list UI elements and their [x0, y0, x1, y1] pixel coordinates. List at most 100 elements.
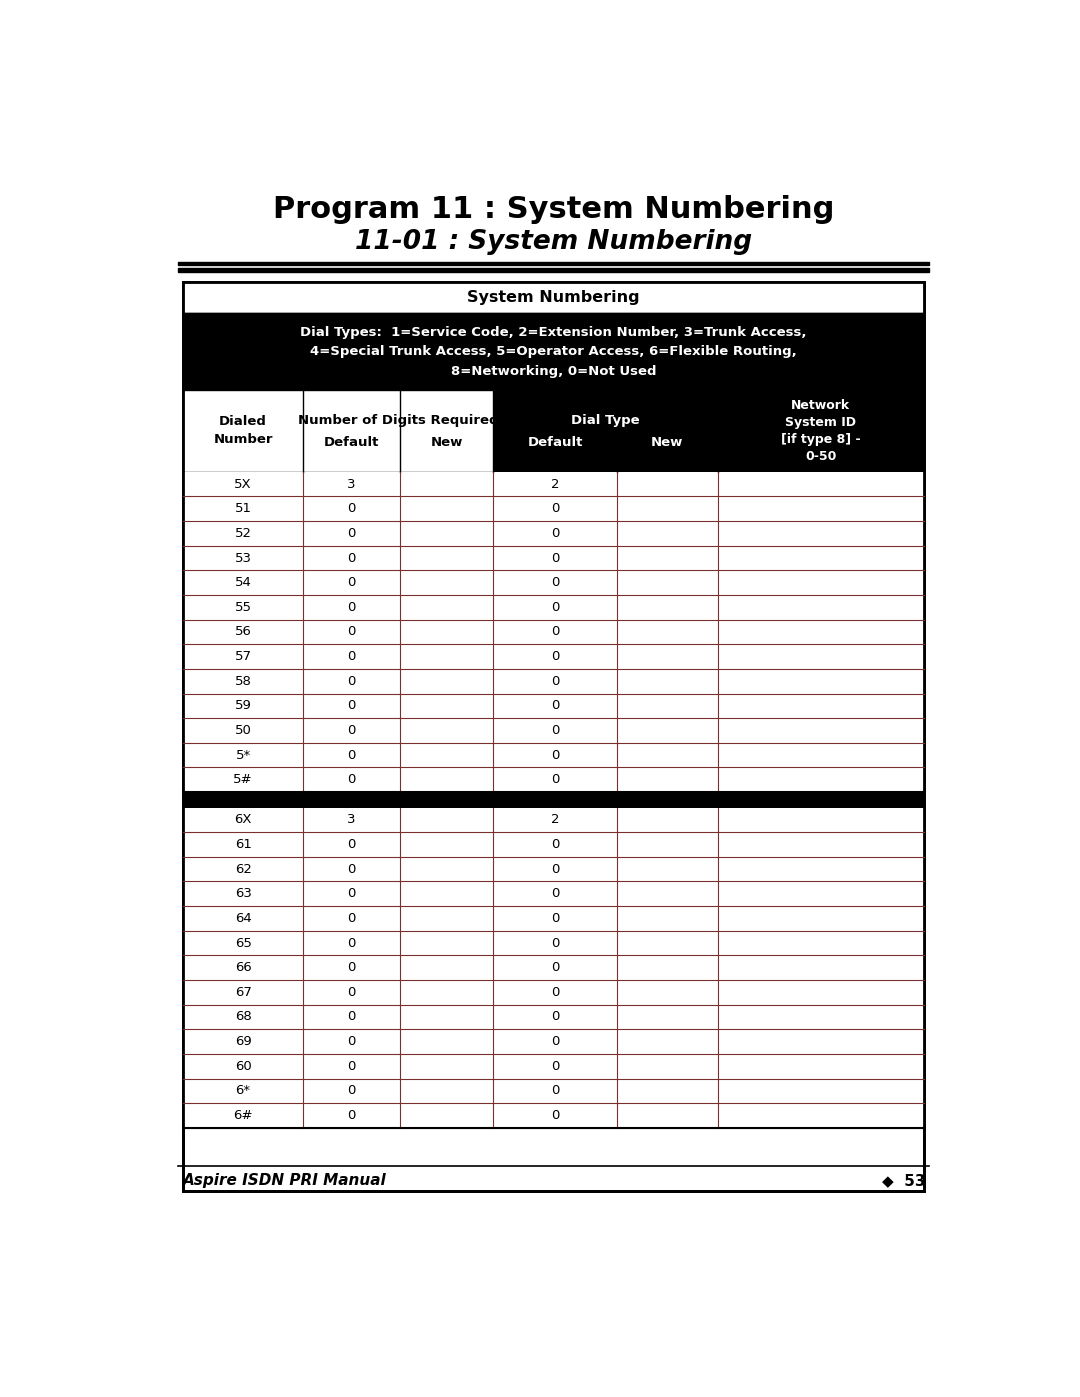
Text: Dialed
Number: Dialed Number [214, 415, 273, 447]
Text: 0: 0 [348, 838, 355, 851]
Text: 0: 0 [348, 887, 355, 900]
Bar [183, 743, 924, 767]
Text: 0: 0 [551, 1035, 559, 1048]
Bar [183, 882, 924, 907]
Text: 5*: 5* [235, 749, 251, 761]
Text: 62: 62 [234, 862, 252, 876]
Bar [183, 390, 924, 472]
Text: 67: 67 [234, 986, 252, 999]
Text: 0: 0 [348, 503, 355, 515]
Text: 0: 0 [348, 552, 355, 564]
Text: 57: 57 [234, 650, 252, 664]
Text: 0: 0 [348, 912, 355, 925]
Text: 5#: 5# [233, 774, 253, 787]
Text: 0: 0 [551, 503, 559, 515]
Text: 0: 0 [348, 936, 355, 950]
Text: 6#: 6# [233, 1109, 253, 1122]
Text: 51: 51 [234, 503, 252, 515]
Text: 3: 3 [348, 478, 356, 490]
Text: 0: 0 [551, 838, 559, 851]
Bar [183, 833, 924, 856]
Text: 0: 0 [551, 700, 559, 712]
Text: 0: 0 [551, 675, 559, 687]
Bar [183, 546, 924, 570]
Bar [183, 644, 924, 669]
Text: 56: 56 [234, 626, 252, 638]
Text: 0: 0 [348, 527, 355, 539]
Text: 0: 0 [348, 724, 355, 738]
Text: 55: 55 [234, 601, 252, 613]
Bar [183, 390, 494, 472]
Bar [183, 930, 924, 956]
Bar [183, 669, 924, 693]
Text: 0: 0 [348, 774, 355, 787]
Text: Default: Default [527, 436, 583, 448]
Text: 2: 2 [551, 478, 559, 490]
Text: 0: 0 [348, 626, 355, 638]
Text: 5X: 5X [234, 478, 252, 490]
Bar [183, 620, 924, 644]
Text: 0: 0 [348, 1084, 355, 1098]
Bar [183, 472, 924, 496]
Text: 0: 0 [348, 961, 355, 974]
Bar [183, 313, 924, 390]
Bar [183, 1104, 924, 1127]
Bar [183, 807, 924, 833]
Text: 6X: 6X [234, 813, 252, 827]
Text: 0: 0 [551, 749, 559, 761]
Bar [183, 792, 924, 807]
Text: 0: 0 [551, 1084, 559, 1098]
Bar [183, 496, 924, 521]
Bar [183, 907, 924, 930]
Text: 0: 0 [348, 700, 355, 712]
Text: 0: 0 [348, 1010, 355, 1024]
Text: 50: 50 [234, 724, 252, 738]
Bar [183, 282, 924, 1192]
Text: 0: 0 [551, 552, 559, 564]
Text: 0: 0 [348, 1035, 355, 1048]
Text: 0: 0 [551, 626, 559, 638]
Text: 0: 0 [348, 862, 355, 876]
Bar [183, 767, 924, 792]
Text: 0: 0 [551, 774, 559, 787]
Bar [183, 718, 924, 743]
Text: 60: 60 [234, 1060, 252, 1073]
Text: Program 11 : System Numbering: Program 11 : System Numbering [273, 196, 834, 225]
Text: Number of Digits Required: Number of Digits Required [298, 415, 498, 427]
Text: 2: 2 [551, 813, 559, 827]
Text: 54: 54 [234, 576, 252, 590]
Text: ◆  53: ◆ 53 [882, 1172, 926, 1187]
Text: 0: 0 [551, 912, 559, 925]
Bar [183, 693, 924, 718]
Bar [183, 979, 924, 1004]
Bar [183, 570, 924, 595]
Text: Dial Type: Dial Type [571, 415, 639, 427]
Text: 0: 0 [348, 650, 355, 664]
Text: 0: 0 [551, 936, 559, 950]
Text: 0: 0 [551, 862, 559, 876]
Bar [183, 1078, 924, 1104]
Text: 3: 3 [348, 813, 356, 827]
Text: 0: 0 [348, 675, 355, 687]
Text: 0: 0 [348, 576, 355, 590]
Text: Dial Types:  1=Service Code, 2=Extension Number, 3=Trunk Access,
4=Special Trunk: Dial Types: 1=Service Code, 2=Extension … [300, 326, 807, 377]
Text: 63: 63 [234, 887, 252, 900]
Text: 0: 0 [551, 887, 559, 900]
Text: Default: Default [324, 436, 379, 448]
Text: 6*: 6* [235, 1084, 251, 1098]
Text: 53: 53 [234, 552, 252, 564]
Text: 0: 0 [551, 1109, 559, 1122]
Bar [183, 521, 924, 546]
Text: New: New [430, 436, 462, 448]
Bar [183, 856, 924, 882]
Text: 69: 69 [234, 1035, 252, 1048]
Text: 0: 0 [551, 986, 559, 999]
Bar [177, 268, 930, 271]
Bar [183, 956, 924, 979]
Text: System Numbering: System Numbering [468, 291, 639, 306]
Text: 59: 59 [234, 700, 252, 712]
Text: New: New [651, 436, 684, 448]
Bar [183, 282, 924, 313]
Text: 68: 68 [234, 1010, 252, 1024]
Text: 0: 0 [551, 724, 559, 738]
